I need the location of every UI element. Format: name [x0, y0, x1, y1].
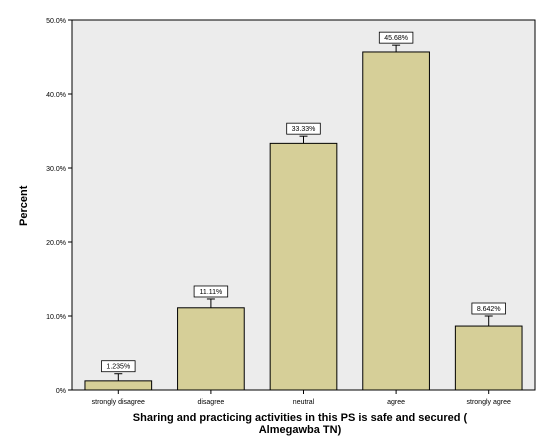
x-axis-title-line-1: Sharing and practicing activities in thi… — [132, 412, 468, 424]
data-label-box — [378, 31, 414, 44]
data-label-box — [193, 285, 229, 298]
y-axis: 0% 10.0% 20.0% 30.0% 40.0% 50.0% — [46, 18, 72, 395]
x-tick-label: disagree — [197, 399, 224, 406]
data-label: 11.11% — [200, 289, 223, 296]
data-label-box — [286, 122, 321, 135]
bar — [177, 307, 245, 391]
bar — [84, 380, 153, 391]
x-tick-label: strongly disagree — [92, 399, 145, 406]
bars: 1.235% 11.11% 33.33% 45.68% 8.642% — [84, 31, 523, 391]
data-label: 1.235% — [106, 364, 130, 371]
data-label-box — [101, 360, 136, 373]
x-axis-title-line-2: Almegawba TN) — [258, 424, 342, 436]
y-axis-title: Percent — [18, 185, 30, 226]
y-tick-label: 0% — [56, 388, 66, 395]
data-label: 45.68% — [384, 35, 408, 42]
y-tick-label: 10.0% — [46, 314, 66, 321]
data-label: 8.642% — [477, 306, 501, 313]
x-tick-label: strongly agree — [467, 399, 511, 406]
data-label-box — [471, 302, 506, 315]
y-tick-label: 40.0% — [46, 92, 66, 99]
bar — [454, 325, 523, 391]
x-axis: strongly disagree disagree neutral agree str… — [92, 390, 511, 406]
y-tick-label: 30.0% — [46, 166, 66, 173]
y-tick-label: 50.0% — [46, 18, 66, 25]
x-tick-label: neutral — [293, 399, 315, 406]
bar — [269, 142, 338, 391]
data-label: 33.33% — [292, 126, 316, 133]
bar — [362, 51, 430, 391]
y-tick-label: 20.0% — [46, 240, 66, 247]
x-tick-label: agree — [387, 399, 405, 406]
